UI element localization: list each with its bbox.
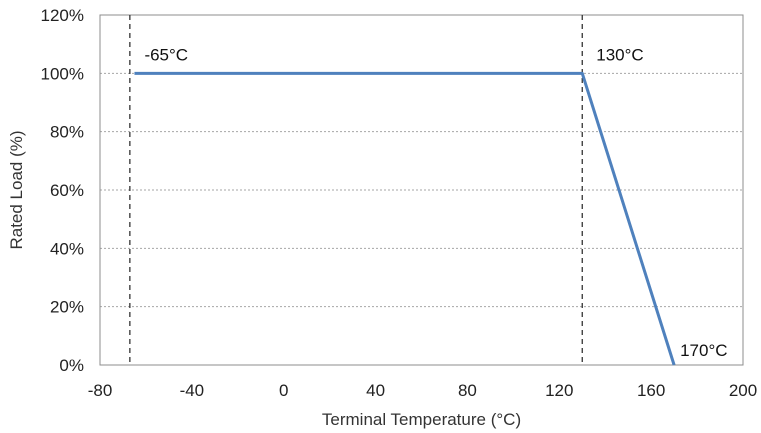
- y-tick-label: 40%: [50, 239, 84, 258]
- x-tick-label: 0: [279, 381, 288, 400]
- annotation-label: 170°C: [680, 341, 727, 360]
- x-tick-label: 80: [458, 381, 477, 400]
- y-tick-label: 0%: [59, 356, 84, 375]
- x-tick-label: 120: [545, 381, 573, 400]
- x-axis-ticks: -80 -40 0 40 80 120 160 200: [88, 381, 757, 400]
- annotation-label: -65°C: [144, 45, 188, 64]
- x-tick-label: -40: [180, 381, 205, 400]
- x-tick-label: 160: [637, 381, 665, 400]
- y-axis-title: Rated Load (%): [7, 130, 26, 249]
- grid-lines: [100, 72, 743, 308]
- annotation-label: 130°C: [596, 45, 643, 64]
- y-tick-label: 100%: [41, 64, 84, 83]
- x-tick-label: -80: [88, 381, 113, 400]
- x-axis-title: Terminal Temperature (°C): [322, 410, 521, 429]
- derating-curve: [134, 71, 676, 366]
- y-tick-label: 60%: [50, 181, 84, 200]
- y-tick-label: 120%: [41, 6, 84, 25]
- x-tick-label: 40: [366, 381, 385, 400]
- y-tick-label: 80%: [50, 123, 84, 142]
- x-tick-label: 200: [729, 381, 757, 400]
- y-axis-ticks: 0% 20% 40% 60% 80% 100% 120%: [41, 6, 84, 375]
- annotations: -65°C 130°C 170°C: [144, 45, 727, 360]
- plot-area-frame: [99, 14, 744, 366]
- series-layer: [134, 71, 676, 366]
- y-tick-label: 20%: [50, 298, 84, 317]
